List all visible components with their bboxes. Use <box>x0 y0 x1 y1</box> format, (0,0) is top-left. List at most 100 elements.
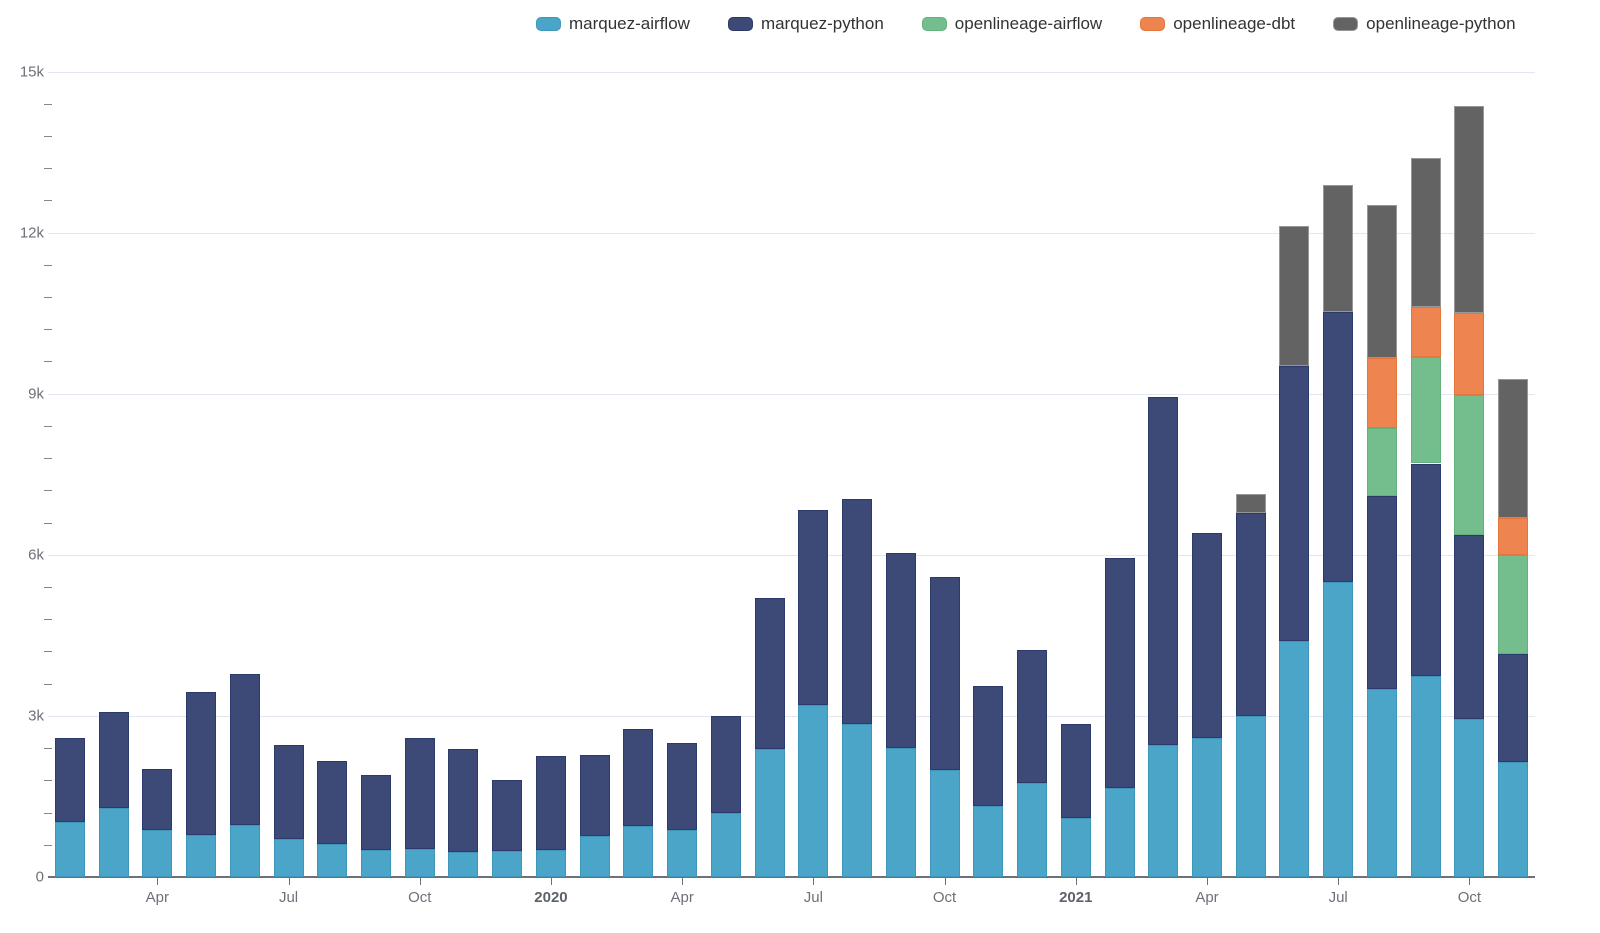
bar-2021-04-marquez-airflow[interactable] <box>1191 737 1222 877</box>
bar-2020-12-marquez-python[interactable] <box>1017 649 1048 784</box>
bar-2019-05-marquez-python[interactable] <box>186 692 217 836</box>
bar-2021-08-openlineage-python[interactable] <box>1366 205 1397 359</box>
bar-2019-04-marquez-airflow[interactable] <box>142 829 173 877</box>
bar-2019-03-marquez-airflow[interactable] <box>98 808 129 877</box>
bar-2021-06-marquez-python[interactable] <box>1279 365 1310 641</box>
bar-2019-09-marquez-airflow[interactable] <box>361 850 391 877</box>
bar-2020-05-marquez-python[interactable] <box>710 715 741 813</box>
y-minor-tick <box>44 103 52 105</box>
legend-item-openlineage-dbt[interactable]: openlineage-dbt <box>1140 14 1295 34</box>
bar-2020-09-marquez-python[interactable] <box>885 553 916 748</box>
bar-2020-09-marquez-airflow[interactable] <box>885 747 916 877</box>
bar-2021-09-openlineage-python[interactable] <box>1410 158 1441 307</box>
y-minor-tick <box>44 168 52 170</box>
x-tick-mark <box>419 878 421 885</box>
bar-2019-04-marquez-python[interactable] <box>142 769 173 830</box>
bar-2020-02-marquez-airflow[interactable] <box>579 836 610 877</box>
bar-2021-10-openlineage-airflow[interactable] <box>1454 394 1485 535</box>
bar-2021-04-marquez-python[interactable] <box>1191 532 1222 738</box>
bar-2021-09-openlineage-airflow[interactable] <box>1410 357 1441 464</box>
bar-2021-08-marquez-python[interactable] <box>1366 496 1397 690</box>
bar-2021-05-marquez-python[interactable] <box>1235 512 1266 717</box>
bar-2019-02-marquez-python[interactable] <box>54 738 85 823</box>
bar-2020-05-marquez-airflow[interactable] <box>710 812 741 877</box>
bar-2020-03-marquez-airflow[interactable] <box>623 825 654 877</box>
bar-2021-11-openlineage-airflow[interactable] <box>1498 555 1529 654</box>
bar-2021-03-marquez-airflow[interactable] <box>1148 745 1179 877</box>
bar-2020-06-marquez-airflow[interactable] <box>754 748 785 877</box>
bar-2019-10-marquez-airflow[interactable] <box>404 848 435 877</box>
bar-2020-11-marquez-airflow[interactable] <box>973 805 1004 877</box>
bar-2021-09-marquez-python[interactable] <box>1410 463 1441 676</box>
bar-2021-11-openlineage-python[interactable] <box>1498 379 1529 518</box>
bar-2020-07-marquez-python[interactable] <box>798 510 829 706</box>
bar-2020-08-marquez-python[interactable] <box>842 498 873 724</box>
bar-2019-06-marquez-airflow[interactable] <box>229 825 260 877</box>
bar-2021-11-openlineage-dbt[interactable] <box>1498 517 1529 556</box>
legend-item-marquez-airflow[interactable]: marquez-airflow <box>536 14 690 34</box>
bar-2021-01-marquez-python[interactable] <box>1060 723 1091 819</box>
bar-2019-05-marquez-airflow[interactable] <box>186 835 217 877</box>
bar-2021-10-openlineage-dbt[interactable] <box>1454 312 1485 395</box>
y-axis-label-12k: 12k <box>19 224 44 242</box>
bar-2019-08-marquez-python[interactable] <box>317 761 348 845</box>
bar-2020-11-marquez-python[interactable] <box>973 686 1004 806</box>
bar-2020-07-marquez-airflow[interactable] <box>798 705 829 877</box>
bar-2021-05-marquez-airflow[interactable] <box>1235 716 1266 877</box>
bar-2019-11-marquez-airflow[interactable] <box>448 851 479 877</box>
bar-2020-10-marquez-python[interactable] <box>929 576 960 771</box>
bar-2021-08-marquez-airflow[interactable] <box>1366 689 1397 877</box>
bar-2020-10-marquez-airflow[interactable] <box>929 770 960 877</box>
bar-2019-07-marquez-airflow[interactable] <box>273 839 304 877</box>
bar-2020-04-marquez-python[interactable] <box>667 742 698 831</box>
bar-2019-09-marquez-python[interactable] <box>361 774 391 851</box>
bar-2019-11-marquez-python[interactable] <box>448 748 479 852</box>
bar-2020-01-marquez-python[interactable] <box>535 756 566 851</box>
x-tick-mark <box>550 878 552 885</box>
bar-2020-03-marquez-python[interactable] <box>623 728 654 826</box>
bar-2021-01-marquez-airflow[interactable] <box>1060 818 1091 877</box>
bar-2021-08-openlineage-airflow[interactable] <box>1366 428 1397 497</box>
bar-2019-07-marquez-python[interactable] <box>273 744 304 840</box>
legend-label: openlineage-dbt <box>1173 14 1296 33</box>
bar-2021-09-marquez-airflow[interactable] <box>1410 675 1441 877</box>
bar-2021-11-marquez-airflow[interactable] <box>1498 761 1529 877</box>
bar-2021-03-marquez-python[interactable] <box>1148 396 1179 746</box>
bar-2021-02-marquez-airflow[interactable] <box>1104 788 1135 877</box>
bar-2019-12-marquez-python[interactable] <box>492 780 523 852</box>
bar-2021-11-marquez-python[interactable] <box>1498 653 1529 762</box>
x-axis-label-2021: 2021 <box>1059 889 1093 906</box>
bar-2021-09-openlineage-dbt[interactable] <box>1410 306 1441 358</box>
y-minor-tick <box>44 812 52 814</box>
bar-2021-10-openlineage-python[interactable] <box>1454 106 1485 313</box>
legend-item-openlineage-python[interactable]: openlineage-python <box>1333 14 1516 34</box>
bar-2021-02-marquez-python[interactable] <box>1104 558 1135 789</box>
bar-2020-01-marquez-airflow[interactable] <box>535 850 566 877</box>
bar-2021-07-openlineage-python[interactable] <box>1323 185 1354 312</box>
bar-2019-06-marquez-python[interactable] <box>229 674 260 826</box>
bar-2019-12-marquez-airflow[interactable] <box>492 851 523 877</box>
bar-2021-06-marquez-airflow[interactable] <box>1279 640 1310 877</box>
bar-2021-10-marquez-python[interactable] <box>1454 534 1485 719</box>
bar-2020-12-marquez-airflow[interactable] <box>1017 783 1048 877</box>
x-tick-mark <box>1469 878 1471 885</box>
bar-2020-04-marquez-airflow[interactable] <box>667 830 698 877</box>
bar-2019-03-marquez-python[interactable] <box>98 711 129 809</box>
x-axis-label-Apr: Apr <box>670 889 694 906</box>
bar-2019-08-marquez-airflow[interactable] <box>317 844 348 877</box>
bar-2020-08-marquez-airflow[interactable] <box>842 723 873 877</box>
bar-2021-05-openlineage-python[interactable] <box>1235 494 1266 513</box>
bar-2020-02-marquez-python[interactable] <box>579 754 610 837</box>
bar-2019-10-marquez-python[interactable] <box>404 737 435 849</box>
bar-2021-06-openlineage-python[interactable] <box>1279 226 1310 366</box>
legend-item-marquez-python[interactable]: marquez-python <box>727 14 884 34</box>
bar-2021-08-openlineage-dbt[interactable] <box>1366 358 1397 429</box>
y-minor-tick <box>44 200 52 202</box>
bar-2019-02-marquez-airflow[interactable] <box>54 822 85 877</box>
bar-2021-07-marquez-airflow[interactable] <box>1323 581 1354 877</box>
bar-2020-06-marquez-python[interactable] <box>754 597 785 749</box>
legend-item-openlineage-airflow[interactable]: openlineage-airflow <box>921 14 1102 34</box>
bar-2021-07-marquez-python[interactable] <box>1323 311 1354 582</box>
bar-2021-10-marquez-airflow[interactable] <box>1454 718 1485 877</box>
